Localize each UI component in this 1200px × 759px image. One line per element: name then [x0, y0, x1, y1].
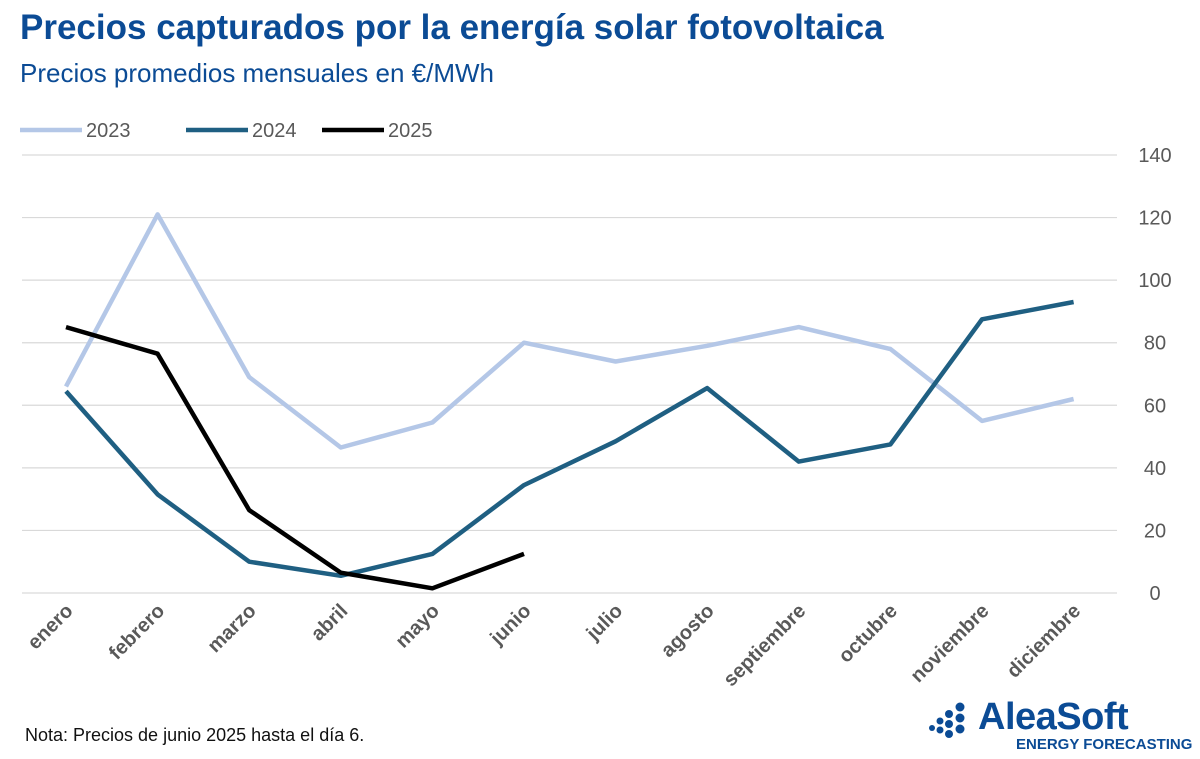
- x-tick-label: enero: [23, 600, 77, 654]
- legend: 2023 2024 2025: [20, 120, 433, 142]
- x-tick-label: agosto: [657, 600, 719, 662]
- series-lines: [64, 212, 1075, 591]
- aleasoft-logo: AleaSoft ENERGY FORECASTING: [928, 696, 1193, 756]
- y-tick-label: 0: [1149, 583, 1160, 605]
- gridlines: [22, 154, 1117, 594]
- y-tick-label: 140: [1138, 145, 1171, 167]
- legend-label-2024: 2024: [252, 120, 297, 142]
- x-tick-label: abril: [307, 600, 352, 645]
- legend-label-2025: 2025: [388, 120, 433, 142]
- footnote: Nota: Precios de junio 2025 hasta el día…: [25, 725, 365, 745]
- x-tick-label: mayo: [391, 600, 444, 653]
- series-line-2023: [64, 212, 1075, 450]
- y-tick-label: 100: [1138, 270, 1171, 292]
- logo-name: AleaSoft: [978, 696, 1129, 738]
- x-tick-label: febrero: [105, 600, 169, 664]
- x-tick-label: diciembre: [1003, 600, 1085, 682]
- y-tick-label: 40: [1144, 458, 1166, 480]
- logo-dots-icon: [929, 702, 965, 738]
- y-tick-label: 20: [1144, 520, 1166, 542]
- x-tick-label: marzo: [204, 600, 261, 657]
- chart-title: Precios capturados por la energía solar …: [20, 8, 884, 47]
- y-tick-label: 80: [1144, 333, 1166, 355]
- y-tick-label: 120: [1138, 208, 1171, 230]
- x-tick-label: septiembre: [719, 600, 810, 691]
- x-tick-label: julio: [582, 600, 627, 645]
- x-tick-label: noviembre: [906, 600, 993, 687]
- x-tick-label: octubre: [835, 600, 902, 667]
- logo-tagline: ENERGY FORECASTING: [1016, 736, 1193, 753]
- chart-subtitle: Precios promedios mensuales en €/MWh: [20, 58, 494, 88]
- series-line-2024: [64, 299, 1075, 579]
- y-axis-ticks: 0 20 40 60 80 100 120 140: [1138, 145, 1171, 605]
- legend-label-2023: 2023: [86, 120, 131, 142]
- series-line-2025: [65, 324, 525, 591]
- y-tick-label: 60: [1144, 395, 1166, 417]
- x-tick-label: junio: [485, 600, 535, 650]
- x-axis-ticks: enero febrero marzo abril mayo junio julio agos…: [23, 600, 1085, 691]
